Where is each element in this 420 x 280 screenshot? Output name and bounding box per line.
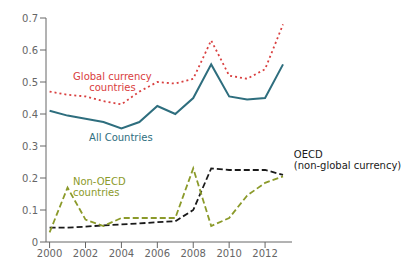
svg-text:0.2: 0.2 <box>22 173 38 184</box>
svg-text:2012: 2012 <box>252 248 277 259</box>
svg-text:2010: 2010 <box>216 248 241 259</box>
svg-text:2002: 2002 <box>73 248 98 259</box>
svg-text:0.3: 0.3 <box>22 141 38 152</box>
svg-text:Global currencycountries: Global currencycountries <box>73 71 152 93</box>
svg-text:Non-OECDcountries: Non-OECDcountries <box>73 176 126 198</box>
svg-text:2006: 2006 <box>145 248 170 259</box>
svg-text:OECD(non-global currency): OECD(non-global currency) <box>294 149 402 171</box>
svg-text:0: 0 <box>32 237 38 248</box>
svg-text:0.4: 0.4 <box>22 109 38 120</box>
svg-text:2000: 2000 <box>37 248 62 259</box>
svg-text:0.1: 0.1 <box>22 205 38 216</box>
svg-text:0.6: 0.6 <box>22 45 38 56</box>
svg-text:2008: 2008 <box>181 248 206 259</box>
svg-text:All Countries: All Countries <box>89 132 153 143</box>
svg-text:2004: 2004 <box>109 248 134 259</box>
svg-text:0.5: 0.5 <box>22 77 38 88</box>
svg-text:0.7: 0.7 <box>22 13 38 24</box>
